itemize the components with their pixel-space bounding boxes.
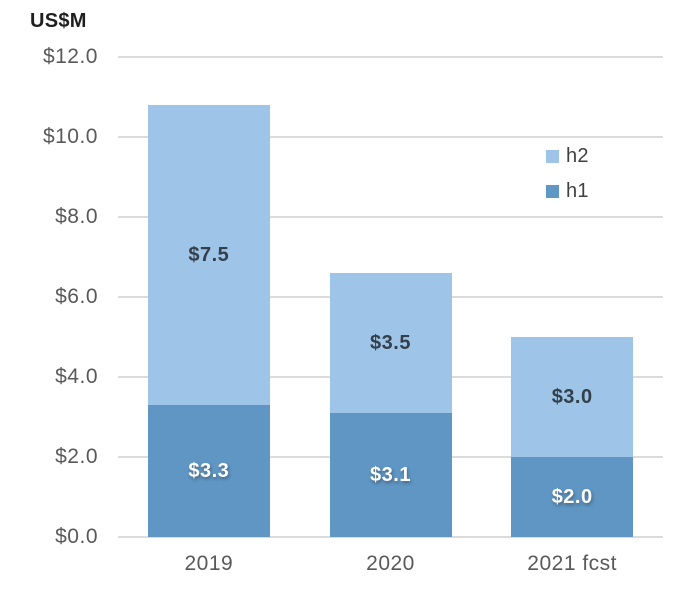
bar-value-label: $3.0 (551, 385, 593, 408)
bar-value-label: $7.5 (188, 243, 230, 266)
legend: h2 h1 (546, 145, 589, 215)
y-tick-label: $8.0 (55, 205, 98, 228)
y-tick-label: $12.0 (42, 45, 98, 68)
y-tick-label: $0.0 (55, 525, 98, 548)
bar-value-label: $3.5 (370, 331, 411, 354)
legend-item-h2: h2 (546, 145, 589, 167)
bar-segment-h2: $7.5 (147, 105, 270, 405)
x-axis-label: 2021 fcst (527, 552, 618, 575)
bar-value-label: $3.3 (188, 459, 230, 482)
legend-label: h1 (566, 180, 589, 202)
y-tick-label: $6.0 (55, 285, 98, 308)
gridline (118, 56, 663, 58)
gridline (118, 216, 663, 218)
x-axis-label: 2020 (366, 552, 415, 575)
bar-segment-h2: $3.0 (511, 337, 634, 457)
bar-segment-h1: $3.3 (147, 405, 270, 537)
x-axis-label: 2019 (184, 552, 234, 575)
legend-label: h2 (566, 145, 589, 167)
bar-2021-fcst: $3.0 $2.0 (511, 57, 634, 537)
bar-2020: $3.5 $3.1 (329, 57, 452, 537)
bar-segment-h1: $2.0 (511, 457, 634, 537)
bar-value-label: $3.1 (370, 463, 411, 486)
bar-2019: $7.5 $3.3 (147, 57, 270, 537)
bar-value-label: $2.0 (551, 485, 593, 508)
legend-item-h1: h1 (546, 180, 589, 202)
bar-segment-h2: $3.5 (329, 273, 452, 413)
y-tick-label: $10.0 (42, 125, 98, 148)
bar-segment-h1: $3.1 (329, 413, 452, 537)
gridline (118, 536, 663, 538)
y-tick-label: $2.0 (55, 445, 98, 468)
y-tick-label: $4.0 (55, 365, 98, 388)
chart-title: US$M (30, 10, 87, 32)
gridline (118, 136, 663, 138)
legend-swatch-h1 (546, 184, 559, 198)
legend-swatch-h2 (546, 149, 559, 163)
